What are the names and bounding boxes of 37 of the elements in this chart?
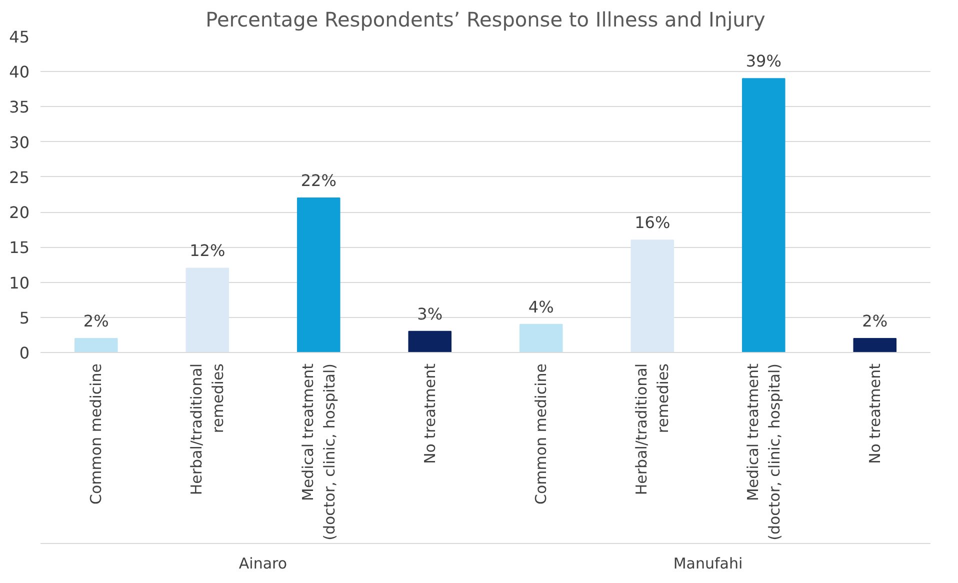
bar xyxy=(630,240,674,352)
data-label: 39% xyxy=(746,52,782,71)
y-tick-label: 40 xyxy=(9,62,30,82)
y-tick-label: 5 xyxy=(19,308,30,328)
x-tick-label: Herbal/traditional remedies xyxy=(188,363,228,496)
chart-title: Percentage Respondents’ Response to Illness and Injury xyxy=(206,8,766,32)
y-tick-label: 35 xyxy=(9,98,30,117)
y-tick-label: 10 xyxy=(9,273,30,292)
data-label: 2% xyxy=(862,311,888,330)
data-label: 3% xyxy=(417,304,443,324)
bar xyxy=(408,330,452,352)
x-tick-label: No treatment xyxy=(866,363,884,464)
x-tick-label: Herbal/traditional remedies xyxy=(632,363,672,496)
bar xyxy=(742,78,786,352)
bar xyxy=(519,324,563,352)
data-label: 2% xyxy=(83,311,109,330)
x-tick-label: Medical treatment (doctor, clinic, hospital) xyxy=(298,363,338,540)
text: Manufahi xyxy=(673,554,743,572)
data-label: 22% xyxy=(300,171,336,190)
x-tick-label: Common medicine xyxy=(532,363,550,505)
y-tick-label: 15 xyxy=(9,238,30,258)
x-tick-label: Medical treatment (doctor, clinic, hospital) xyxy=(744,363,784,540)
x-tick-label: No treatment xyxy=(420,363,439,464)
bar xyxy=(296,198,340,352)
data-label: 16% xyxy=(634,213,670,232)
y-tick-label: 20 xyxy=(9,203,30,222)
bar xyxy=(74,338,118,352)
y-tick-label: 45 xyxy=(9,28,30,46)
text: Ainaro xyxy=(238,554,288,572)
bar xyxy=(186,268,230,352)
y-tick-label: 30 xyxy=(9,132,30,152)
y-tick-label: 25 xyxy=(9,168,30,187)
bar xyxy=(853,338,897,352)
data-label: 12% xyxy=(190,241,226,260)
y-tick-label: 0 xyxy=(19,344,30,362)
data-label: 4% xyxy=(528,297,554,316)
x-tick-label: Common medicine xyxy=(87,363,106,505)
